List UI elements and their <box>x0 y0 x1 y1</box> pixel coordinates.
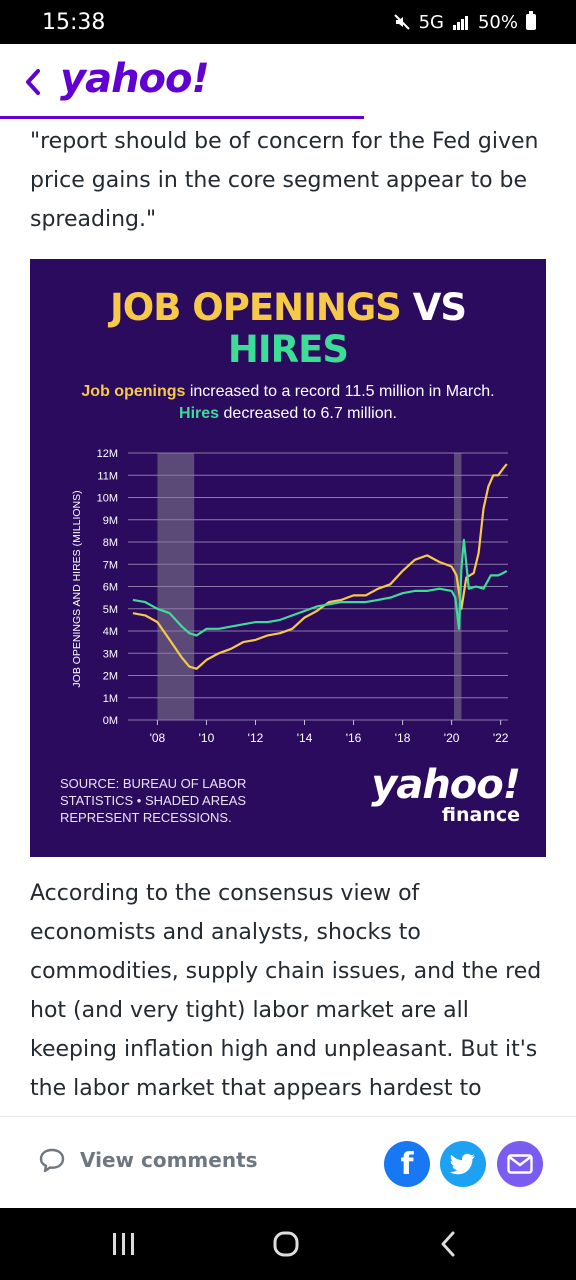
title-vs: VS <box>400 286 467 329</box>
series-lines <box>132 463 508 670</box>
mail-icon <box>507 1154 533 1174</box>
facebook-icon: f <box>400 1146 414 1182</box>
bottom-action-bar: View comments f <box>0 1116 576 1208</box>
yahoo-finance-logo: yahoo! finance <box>371 762 521 826</box>
y-tick-label: 5M <box>103 604 118 616</box>
home-icon <box>273 1231 299 1257</box>
y-tick-label: 1M <box>103 693 118 705</box>
y-tick-label: 4M <box>103 626 118 638</box>
subtitle-openings: Job openings <box>81 383 186 400</box>
x-tick-label: '22 <box>493 731 509 745</box>
twitter-icon <box>450 1153 475 1175</box>
system-nav-bar <box>0 1208 576 1280</box>
view-comments-button[interactable]: View comments <box>38 1147 258 1173</box>
home-button[interactable] <box>266 1226 306 1262</box>
back-button[interactable] <box>18 62 48 102</box>
recent-apps-icon <box>113 1233 134 1255</box>
y-tick-label: 9M <box>103 515 118 527</box>
y-axis-label: JOB OPENINGS AND HIRES (MILLIONS) <box>71 490 83 687</box>
status-time: 15:38 <box>42 9 106 35</box>
brand-yahoo: yahoo! <box>371 762 521 808</box>
y-tick-label: 8M <box>103 537 118 549</box>
chevron-left-icon <box>26 69 40 95</box>
y-tick-label: 2M <box>103 671 118 683</box>
x-tick-label: '18 <box>395 731 411 745</box>
chart-title: JOB OPENINGS VS HIRES <box>30 287 546 371</box>
y-tick-label: 0M <box>103 715 118 727</box>
title-hires: HIRES <box>227 328 349 371</box>
article-paragraph: "report should be of concern for the Fed… <box>30 129 539 232</box>
series-line-hires <box>132 538 508 637</box>
x-tick-label: '08 <box>150 731 166 745</box>
x-tick-label: '16 <box>346 731 362 745</box>
view-comments-label: View comments <box>80 1148 258 1172</box>
signal-icon <box>452 16 468 30</box>
series-line-openings <box>132 463 508 670</box>
chart-subtitle: Job openings increased to a record 11.5 … <box>70 381 506 425</box>
recent-apps-button[interactable] <box>104 1226 144 1262</box>
yahoo-logo[interactable]: yahoo! <box>60 56 210 102</box>
status-bar: 15:38 5G 50% <box>0 0 576 44</box>
x-tick-label: '12 <box>248 731 264 745</box>
mute-icon <box>393 14 410 30</box>
x-tick-label: '10 <box>199 731 215 745</box>
app-header: yahoo! <box>0 44 576 120</box>
subtitle-text-1: increased to a record 11.5 million in Ma… <box>185 383 495 400</box>
chart-infographic: JOB OPENINGS VS HIRES Job openings incre… <box>30 259 546 857</box>
x-tick-labels: '08 '10 '12 '14 '16 '18 '20 '22 <box>150 720 509 745</box>
network-label: 5G <box>418 11 444 33</box>
article-paragraph: According to the consensus view of econo… <box>30 881 542 1140</box>
y-tick-label: 12M <box>97 448 118 460</box>
comment-bubble-icon <box>39 1148 65 1173</box>
chart-source: SOURCE: BUREAU OF LABOR STATISTICS • SHA… <box>60 776 247 825</box>
system-back-button[interactable] <box>428 1226 468 1262</box>
battery-percent: 50% <box>477 11 518 33</box>
email-share-button[interactable] <box>497 1141 543 1187</box>
header-progress-line <box>0 116 364 119</box>
brand-finance: finance <box>441 804 520 826</box>
back-arrow-icon <box>441 1231 455 1257</box>
y-tick-labels: 0M 1M 2M 3M 4M 5M 6M 7M 8M 9M 10M 11M 12M <box>97 448 118 727</box>
x-tick-label: '14 <box>297 731 313 745</box>
y-tick-label: 11M <box>97 470 118 482</box>
battery-icon <box>526 11 536 30</box>
y-tick-label: 10M <box>97 493 118 505</box>
y-tick-label: 6M <box>103 582 118 594</box>
grid-lines <box>128 452 508 721</box>
y-tick-label: 3M <box>103 648 118 660</box>
status-icons: 5G 50% <box>393 11 536 33</box>
subtitle-hires: Hires <box>179 405 220 422</box>
y-tick-label: 7M <box>103 559 118 571</box>
twitter-share-button[interactable] <box>440 1141 486 1187</box>
facebook-share-button[interactable]: f <box>384 1141 430 1187</box>
x-tick-label: '20 <box>444 731 460 745</box>
subtitle-text-2: decreased to 6.7 million. <box>219 405 397 422</box>
title-openings: JOB OPENINGS <box>109 286 402 329</box>
